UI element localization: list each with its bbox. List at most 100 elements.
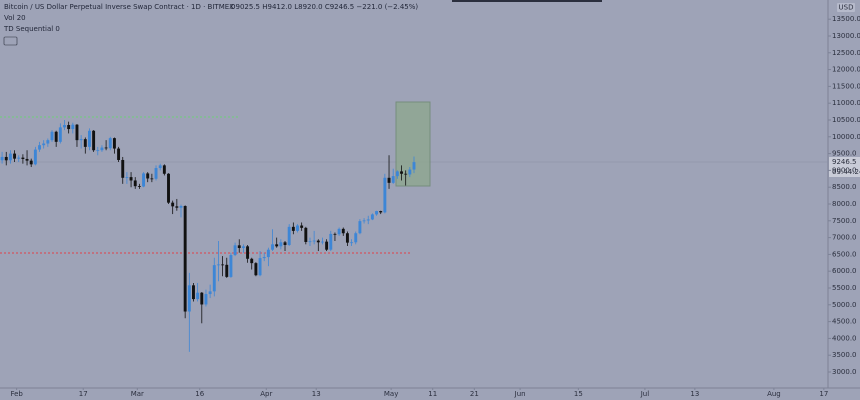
last-price-badge [829,157,860,177]
candle-body [142,173,146,187]
candle-body [408,169,412,175]
currency-label: USD [839,4,854,12]
y-tick-label: 5500.0 [832,284,857,292]
candle-body [183,206,187,312]
candle-body [345,233,349,243]
x-tick-label: 17 [79,390,88,398]
candle-body [321,241,324,243]
candle-body [379,211,383,213]
candle-body [171,202,175,207]
candle-body [400,171,403,174]
x-tick-label: Aug [767,390,781,398]
y-tick-label: 4000.0 [832,334,857,342]
x-tick-label: Jun [514,390,526,398]
last-price-label: 9246.5 [832,158,857,166]
y-tick-label: 13000.0 [832,32,860,40]
candle-body [254,263,258,276]
candle-body [192,285,195,300]
candle-body [117,148,121,160]
candle-body [63,125,66,128]
candle-body [196,292,200,300]
candle-body [112,138,116,149]
countdown-label: 09:44:24 [832,168,860,176]
x-tick-label: 17 [819,390,828,398]
candle-body [395,171,399,177]
candle-body [4,156,8,161]
candle-body [121,159,125,178]
candle-body [275,244,279,247]
y-tick-label: 6000.0 [832,267,857,275]
symbol-title: Bitcoin / US Dollar Perpetual Inverse Sw… [4,3,234,11]
candle-body [187,285,191,312]
candle-body [150,178,154,180]
y-tick-label: 11000.0 [832,99,860,107]
y-tick-label: 12000.0 [832,66,860,74]
collapse-button[interactable] [3,36,18,46]
x-tick-label: 15 [574,390,583,398]
currency-badge[interactable] [837,3,855,12]
candle-body [362,220,366,222]
candle-body [0,156,4,161]
candle-body [146,173,150,179]
candle-body [58,127,62,142]
candle-body [266,249,270,258]
candle-body [375,211,379,215]
candle-body [312,240,316,242]
x-tick-label: Jul [640,390,650,398]
candle-body [212,265,216,292]
candle-body [83,139,87,147]
candle-body [208,291,212,295]
y-tick-label: 9500.0 [832,150,857,158]
candle-body [287,226,291,245]
candle-body [258,258,262,276]
price-axis [828,0,860,388]
candle-body [204,294,208,305]
candle-body [125,177,129,178]
candle-body [175,206,179,208]
candle-body [96,150,100,152]
candle-body [200,292,204,305]
candle-body [237,245,241,249]
candle-body [21,157,25,159]
candle-body [154,168,158,179]
y-tick-label: 8000.0 [832,200,857,208]
candle-body [225,264,229,277]
x-tick-label: 16 [195,390,204,398]
candle-body [370,214,374,220]
candle-body [54,131,58,142]
candle-body [137,186,141,187]
y-tick-label: 10500.0 [832,116,860,124]
candle-body [38,145,41,150]
candle-body [241,246,245,249]
candle-body [100,147,104,151]
x-tick-label: Feb [10,390,23,398]
candle-body [17,157,21,159]
candle-body [216,264,220,266]
candle-body [179,206,183,208]
candle-body [341,228,345,234]
x-tick-label: Mar [131,390,144,398]
candle-body [391,176,395,183]
candle-body [79,139,83,141]
candle-body [13,153,17,159]
y-tick-label: 9000.0 [832,166,857,174]
candle-body [262,257,266,259]
y-tick-label: 4500.0 [832,318,857,326]
candle-body [296,225,299,231]
y-tick-label: 13500.0 [832,15,860,23]
x-tick-label: Apr [260,390,272,398]
candle-body [250,258,254,264]
candle-body [104,147,108,149]
candle-body [354,233,358,243]
candle-body [229,255,233,277]
candle-body [325,241,329,250]
candle-body [50,131,54,141]
candle-body [350,242,354,244]
candle-body [46,140,50,144]
candle-body [333,233,337,235]
indicator-label: TD Sequential 0 [3,25,60,33]
x-tick-label: 13 [312,390,321,398]
toolbar-edge [452,0,602,2]
candle-body [366,219,370,221]
